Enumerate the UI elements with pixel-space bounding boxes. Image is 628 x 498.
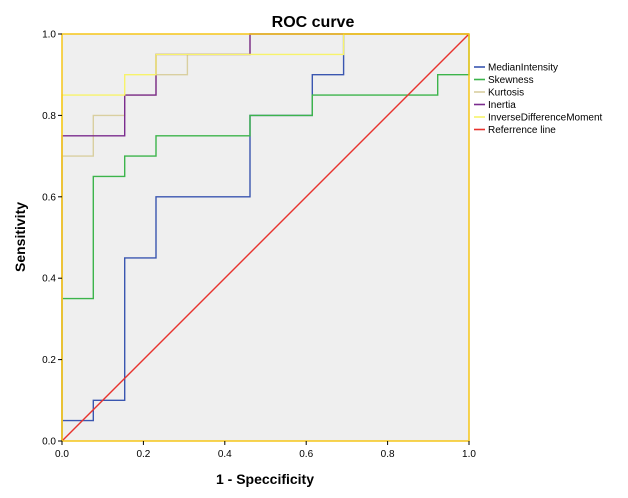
series-line-1 bbox=[61, 34, 470, 441]
y-axis-title: Sensitivity bbox=[12, 202, 28, 272]
legend-label: InverseDifferenceMoment bbox=[488, 113, 603, 124]
legend-label: MedianIntensity bbox=[488, 63, 558, 74]
x-tick-label: 0.2 bbox=[136, 449, 150, 460]
x-tick-label: 1.0 bbox=[462, 449, 476, 460]
y-axis: 0.0 0.2 0.4 0.6 0.8 1.0 bbox=[42, 30, 62, 448]
y-tick-label: 0.8 bbox=[42, 111, 56, 122]
x-tick-label: 0.4 bbox=[218, 449, 232, 460]
y-tick-label: 0.4 bbox=[42, 274, 56, 285]
x-tick-label: 0.8 bbox=[381, 449, 395, 460]
series-line-3 bbox=[61, 33, 469, 441]
legend-label: Inertia bbox=[488, 100, 516, 111]
y-tick-label: 0.6 bbox=[42, 192, 56, 203]
series-line-5 bbox=[61, 33, 470, 442]
plot-frame bbox=[61, 33, 470, 442]
x-axis-title: 1 - Speccificity bbox=[216, 471, 314, 487]
x-axis: 0.0 0.2 0.4 0.6 0.8 1.0 bbox=[55, 441, 476, 460]
y-tick-label: 0.2 bbox=[42, 355, 56, 366]
legend-label: Kurtosis bbox=[488, 88, 524, 99]
series-line-0 bbox=[61, 33, 469, 441]
x-tick-label: 0.6 bbox=[299, 449, 313, 460]
x-tick-label: 0.0 bbox=[55, 449, 69, 460]
series-layer bbox=[61, 33, 470, 442]
legend-label: Skewness bbox=[488, 75, 534, 86]
chart-title: ROC curve bbox=[272, 14, 355, 31]
series-line-4 bbox=[61, 33, 469, 441]
y-tick-label: 1.0 bbox=[42, 30, 56, 41]
legend-label: Referrence line bbox=[488, 125, 556, 136]
y-tick-label: 0.0 bbox=[42, 437, 56, 448]
